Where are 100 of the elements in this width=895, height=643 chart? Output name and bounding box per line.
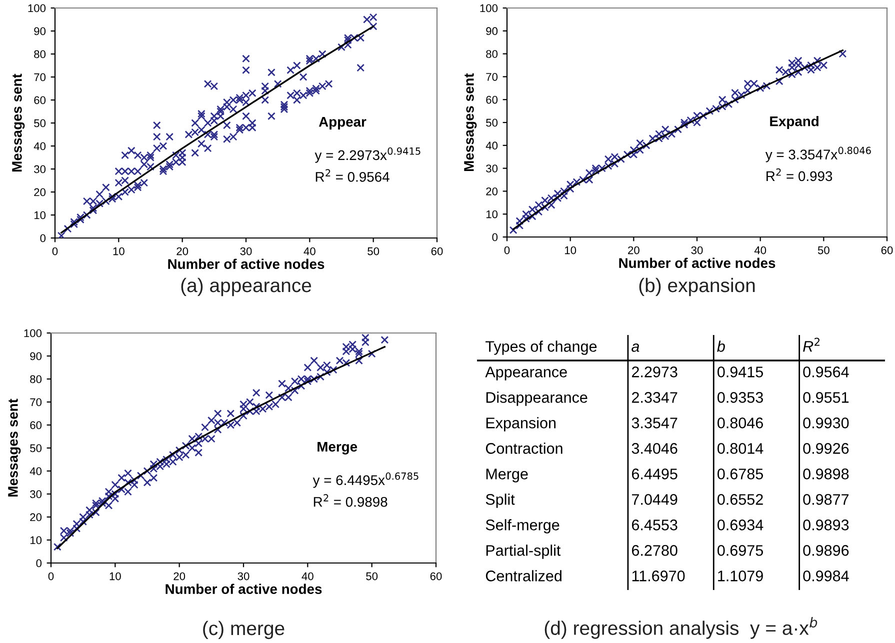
data-label: 7.0449 [632, 494, 678, 505]
data-label: 0.9551 [803, 392, 849, 403]
y-tick-label: 50 [30, 444, 42, 452]
x-tick-label: 0 [504, 246, 510, 254]
data-label: 0.6975 [718, 545, 763, 556]
x-tick-label: 60 [430, 572, 442, 580]
data-label: 0.9893 [803, 520, 849, 530]
y-tick-label: 90 [486, 27, 498, 36]
x-tick-label: 10 [110, 572, 121, 580]
y-tick-label: 0 [492, 233, 498, 242]
data-label: 0.9926 [803, 443, 849, 454]
category-label: Expansion [486, 417, 556, 432]
x-tick-label: 20 [176, 247, 188, 256]
data-label: 0.6785 [718, 468, 763, 480]
y-tick-label: 60 [34, 96, 46, 104]
data-label: 1.1079 [718, 570, 763, 582]
y-tick-label: 70 [34, 73, 46, 82]
y-tick-label: 20 [34, 188, 46, 196]
y-tick-label: 80 [486, 50, 498, 58]
x-tick-label: 40 [304, 247, 316, 256]
annotation: Expand [770, 116, 818, 129]
x-tick-label: 30 [691, 246, 703, 254]
data-label: 0.9353 [718, 392, 763, 403]
text: b [717, 340, 725, 352]
y-tick-label: 0 [40, 234, 46, 242]
y-tick-label: 30 [30, 490, 42, 498]
data-label: 0.6552 [718, 494, 763, 505]
y-tick-label: 20 [486, 187, 498, 196]
y-axis-title: Messages sent [8, 398, 21, 496]
category-label: Appearance [485, 366, 567, 380]
text: (b) expansion [639, 278, 755, 296]
x-tick-label: 0 [48, 572, 54, 580]
y-tick-label: 40 [486, 142, 498, 150]
data-label: 2.3347 [632, 392, 678, 403]
x-axis-title: Number of active nodes [168, 258, 324, 269]
y-tick-label: 50 [486, 118, 498, 127]
category-label: Centralized [486, 570, 562, 582]
x-tick-label: 50 [366, 572, 378, 580]
category-label: Split [486, 494, 515, 508]
data-label: 0.9415 [718, 366, 763, 378]
y-axis-title: Messages sent [12, 74, 25, 172]
text: (a) appearance [181, 278, 312, 296]
y-tick-label: 70 [486, 72, 498, 81]
y-tick-label: 50 [34, 119, 46, 128]
data-label: 0.8046 [718, 418, 763, 428]
x-tick-label: 50 [368, 247, 380, 256]
y-tick-label: 90 [30, 352, 42, 360]
x-tick-label: 20 [628, 246, 640, 254]
y-tick-label: 0 [36, 559, 42, 568]
y-tick-label: 80 [34, 50, 46, 58]
text: R$^{2}$ [803, 338, 820, 352]
x-tick-label: 20 [174, 572, 186, 580]
annotation: y = 6.4495x$^{0.6785}$ [312, 472, 418, 488]
data-label: 0.9877 [803, 494, 849, 505]
y-tick-label: 30 [34, 165, 46, 174]
y-tick-label: 70 [30, 398, 42, 406]
x-tick-label: 30 [240, 247, 252, 256]
y-tick-label: 100 [28, 4, 46, 12]
x-tick-label: 40 [754, 246, 766, 254]
annotation: y = 2.2973x$^{0.9415}$ [314, 147, 420, 163]
data-label: 6.4495 [632, 468, 678, 480]
y-tick-label: 100 [24, 329, 42, 338]
text: a [632, 343, 640, 352]
x-tick-label: 10 [113, 247, 124, 256]
data-label: 0.9984 [803, 570, 849, 582]
y-axis-title: Messages sent [464, 73, 477, 171]
text: (d) regression analysis y = a·x$^{b}$ [544, 617, 818, 639]
data-label: 11.6970 [632, 570, 685, 582]
category-label: Self-merge [486, 519, 560, 534]
category-label: Contraction [486, 442, 562, 454]
data-label: 0.9898 [803, 468, 849, 480]
category-label: Disappearance [486, 392, 588, 406]
data-label: 3.4046 [632, 443, 678, 454]
data-label: 0.6934 [718, 520, 764, 530]
data-label: 0.9930 [803, 418, 849, 428]
y-tick-label: 30 [486, 164, 498, 172]
annotation: Merge [318, 442, 358, 454]
y-tick-label: 80 [30, 375, 42, 384]
text: Types of change [486, 340, 597, 355]
x-tick-label: 30 [238, 572, 250, 580]
x-tick-label: 0 [52, 247, 58, 256]
annotation: Appear [318, 117, 366, 130]
data-label: 6.2780 [632, 545, 678, 556]
y-tick-label: 40 [34, 142, 46, 150]
data-label: 0.9564 [803, 366, 849, 378]
y-tick-label: 60 [30, 421, 42, 430]
data-label: 6.4553 [632, 520, 678, 530]
x-tick-label: 60 [881, 246, 893, 254]
data-label: 0.8014 [718, 443, 764, 454]
category-label: Partial-split [486, 544, 561, 559]
y-tick-label: 10 [30, 536, 42, 544]
y-tick-label: 40 [30, 467, 42, 476]
y-tick-label: 100 [480, 4, 498, 12]
text: (c) merge [203, 620, 284, 640]
x-tick-label: 60 [431, 247, 443, 256]
x-tick-label: 10 [565, 246, 576, 254]
y-tick-label: 20 [30, 513, 42, 522]
y-tick-label: 90 [34, 27, 46, 36]
x-tick-label: 40 [302, 572, 314, 580]
x-axis-title: Number of active nodes [166, 584, 322, 594]
